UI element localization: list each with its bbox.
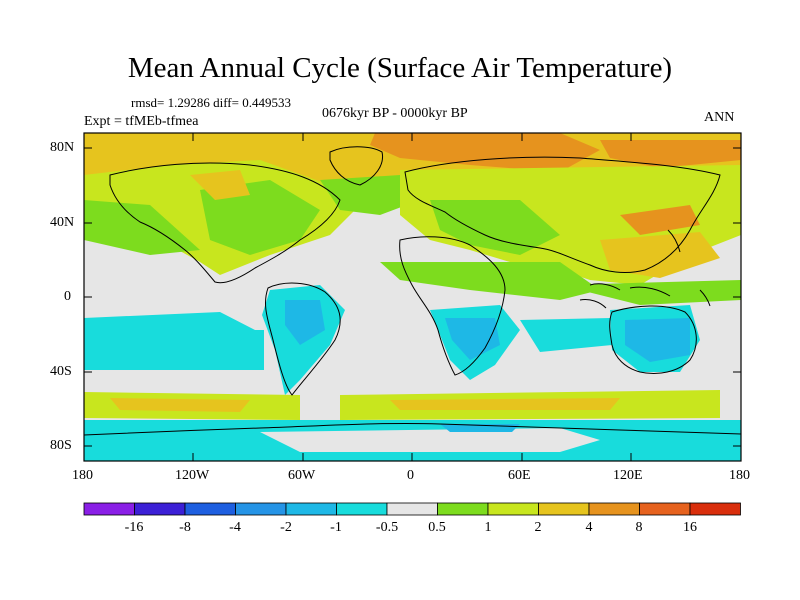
colorbar-box <box>184 502 236 516</box>
indian-ocean-cool <box>520 318 612 352</box>
rmsd-diff-stats: rmsd= 1.29286 diff= 0.449533 <box>131 95 291 110</box>
coast-antarctica <box>84 422 741 436</box>
colorbar-box <box>336 502 388 516</box>
colorbar-box <box>588 502 640 516</box>
colorbar-box <box>538 502 590 516</box>
colorbar-box <box>285 502 337 516</box>
colorbar-box <box>487 502 539 516</box>
coast-south-america <box>265 282 341 396</box>
arctic-strong-warming <box>370 133 600 172</box>
lon-tick-label: 120E <box>613 468 643 483</box>
colorbar-box <box>437 502 489 516</box>
asia-warm-spot <box>620 205 700 235</box>
colorbar-label: 2 <box>534 520 542 535</box>
colorbar-label: -16 <box>124 520 144 535</box>
tropical-warm-band <box>380 262 600 300</box>
antarctic-neutral <box>260 428 600 452</box>
south-pacific-cool <box>84 312 255 348</box>
colorbar-label: -2 <box>280 520 292 535</box>
south-america-core <box>285 300 325 345</box>
colorbar-box <box>134 502 186 516</box>
lon-tick-label: 180 <box>72 468 93 483</box>
colorbar-label: -8 <box>179 520 191 535</box>
lon-tick-label: 120W <box>175 468 210 483</box>
australia-core <box>625 318 690 362</box>
colorbar-label: 0.5 <box>428 520 446 535</box>
map-field <box>84 133 741 461</box>
lon-tick-label: 60E <box>508 468 531 483</box>
colorbar-label: 1 <box>484 520 492 535</box>
asia-warm-core <box>600 232 720 278</box>
coast-japan-islands <box>667 229 711 307</box>
plot-title: Mean Annual Cycle (Surface Air Temperatu… <box>127 52 673 84</box>
axis-ticks <box>84 133 741 461</box>
lon-tick-label: 180 <box>729 468 750 483</box>
coast-africa <box>399 236 506 376</box>
north-america-greenish <box>200 180 320 255</box>
colorbar-box <box>386 502 438 516</box>
na-warm-core <box>190 170 250 200</box>
colorbar-label: 8 <box>635 520 643 535</box>
coastlines <box>84 146 741 436</box>
colorbar-label: -1 <box>330 520 342 535</box>
lat-tick-label: 40S <box>50 364 72 379</box>
colorbar-box <box>639 502 691 516</box>
lon-tick-label: 0 <box>407 468 414 483</box>
colorbar-label: -0.5 <box>375 520 399 535</box>
coast-greenland <box>329 146 384 186</box>
coast-maritime <box>579 283 671 309</box>
colorbar-box <box>689 502 741 516</box>
coast-eurasia <box>404 156 721 273</box>
tropical-east-warm <box>560 280 741 305</box>
coast-australia <box>609 305 697 374</box>
north-atlantic-warm <box>320 175 420 215</box>
lon-tick-label: 60W <box>288 468 316 483</box>
period-label: 0676kyr BP - 0000kyr BP <box>322 106 468 121</box>
colorbar-label: -4 <box>229 520 241 535</box>
coast-north-america <box>109 162 341 284</box>
africa-core <box>445 318 500 360</box>
lat-tick-label: 0 <box>64 289 71 304</box>
colorbar <box>83 502 741 516</box>
colorbar-label: 4 <box>585 520 593 535</box>
north-pacific-warm <box>84 200 200 255</box>
eurasia-greenish <box>430 200 560 255</box>
lat-tick-label: 40N <box>50 215 75 230</box>
arctic-strong-warming-east <box>600 140 741 168</box>
lat-tick-label: 80N <box>50 140 75 155</box>
experiment-label: Expt = tfMEb-tfmea <box>84 114 199 129</box>
southern-warm-core-east <box>390 398 620 410</box>
lat-tick-label: 80S <box>50 438 72 453</box>
season-label: ANN <box>704 110 735 125</box>
colorbar-box <box>83 502 135 516</box>
colorbar-box <box>235 502 287 516</box>
southern-warm-core <box>110 398 250 412</box>
colorbar-label: 16 <box>683 520 697 535</box>
